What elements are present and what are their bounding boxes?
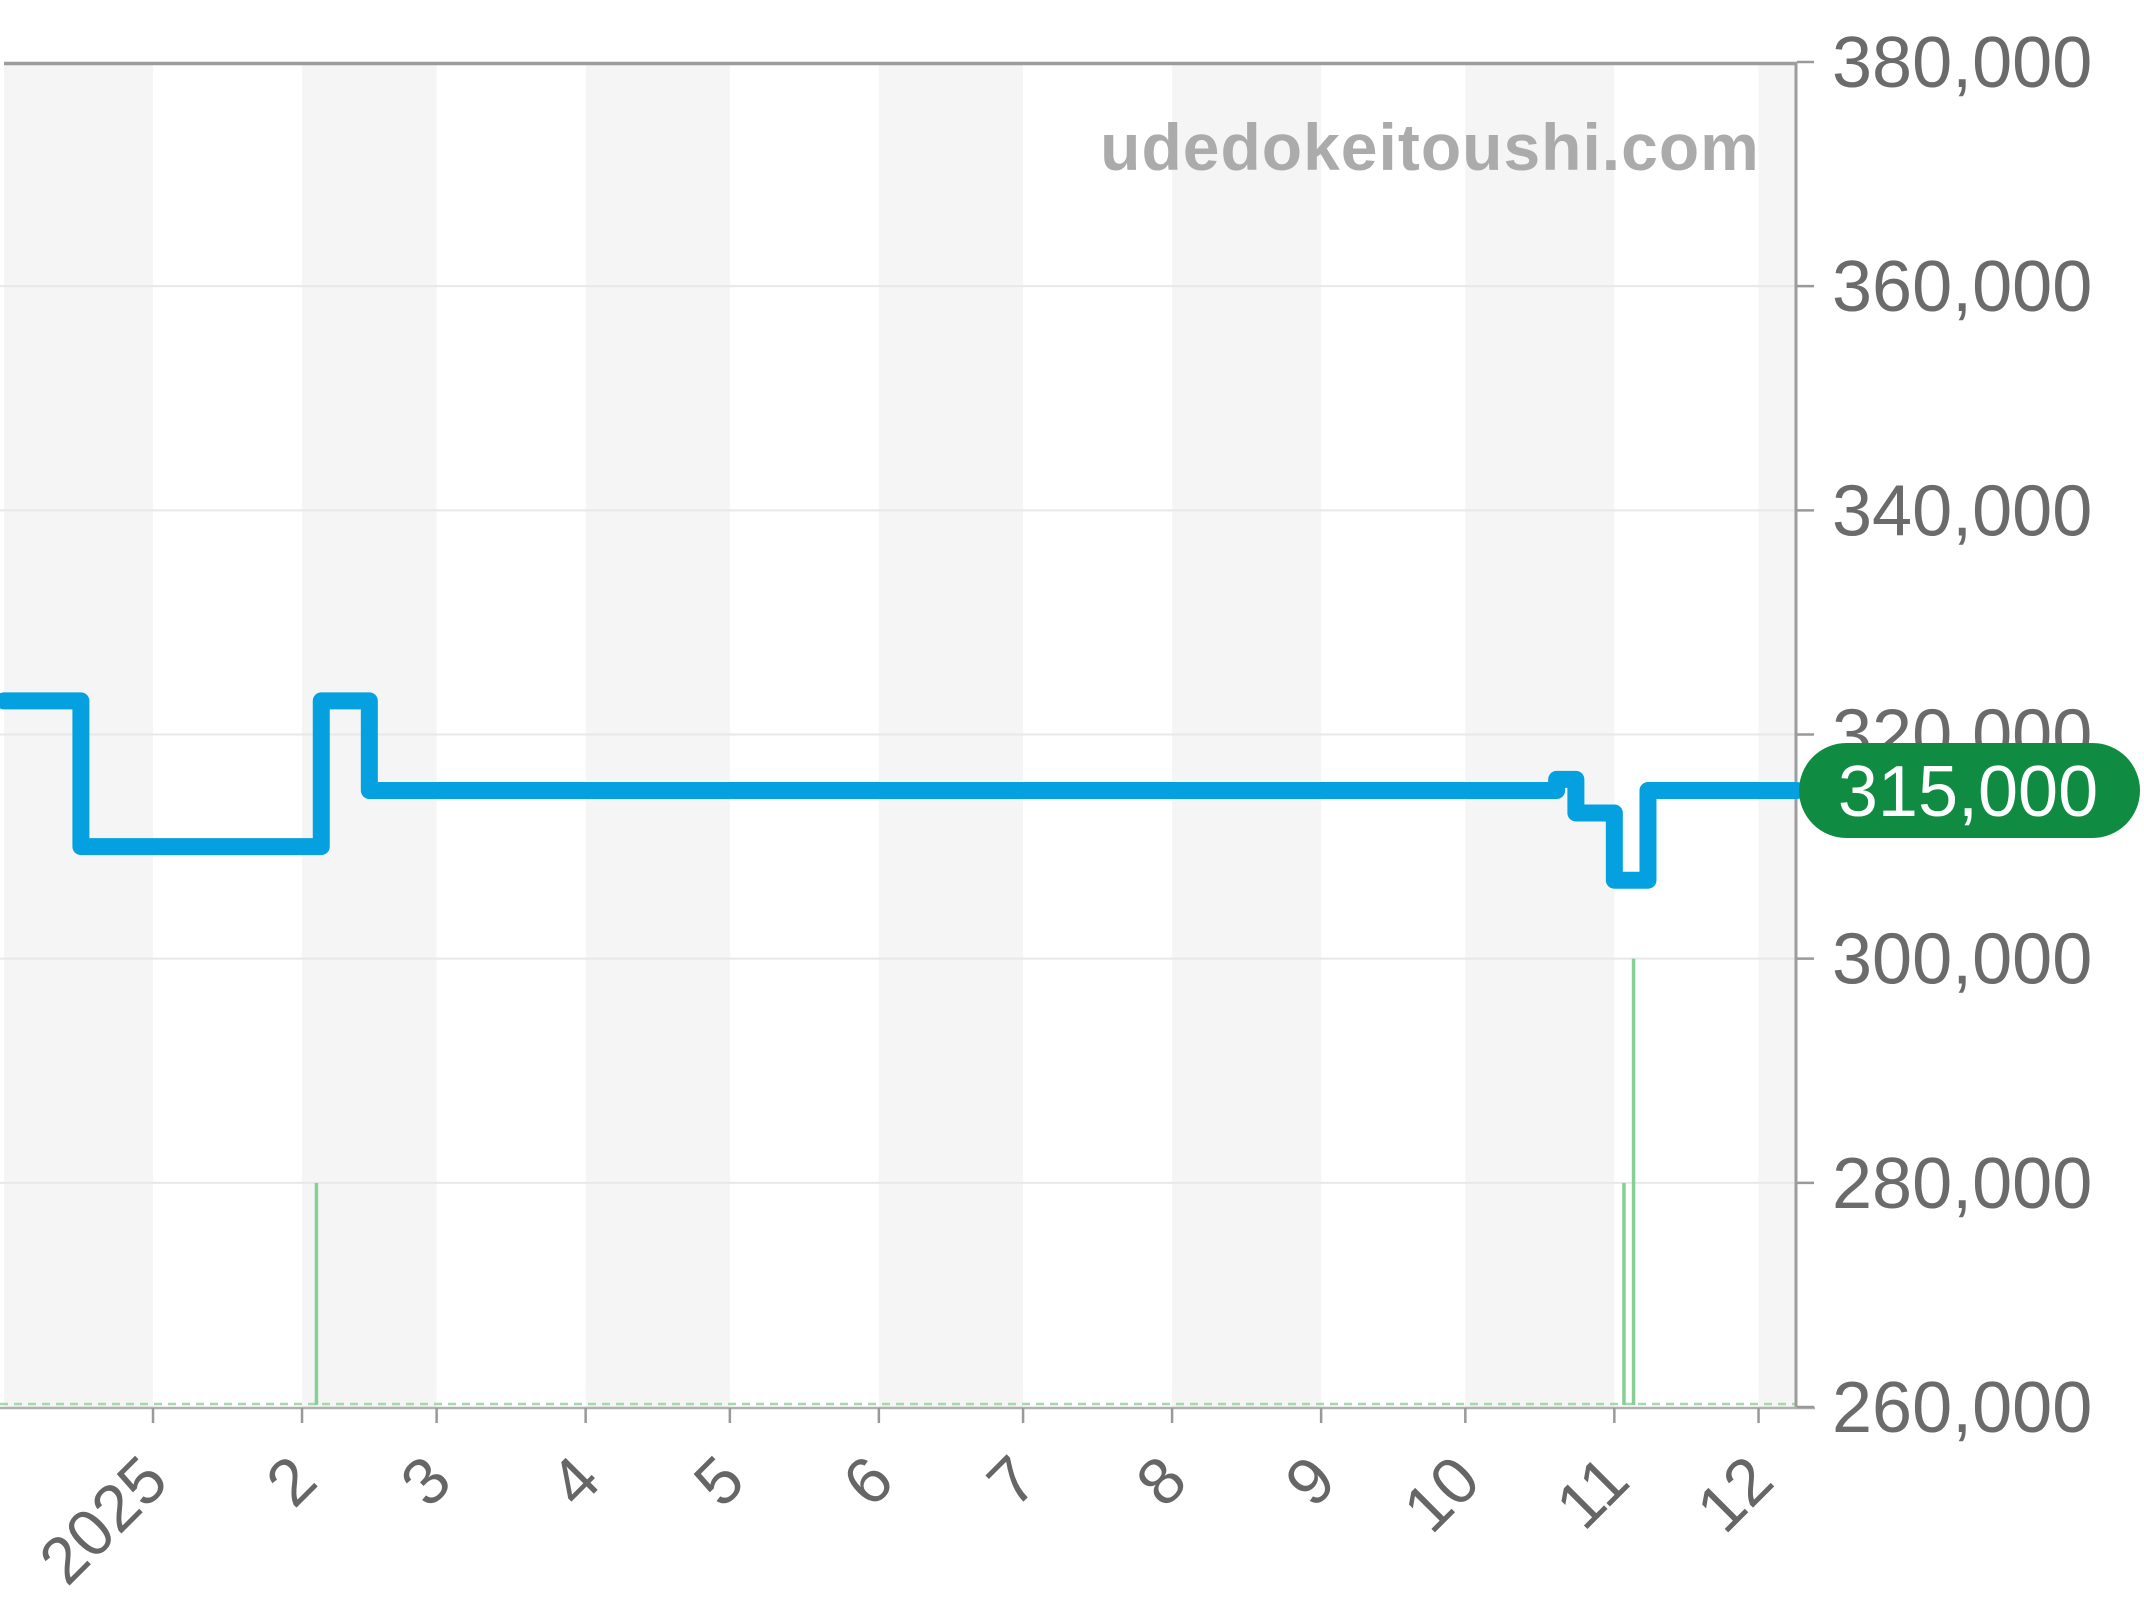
y-axis-labels: 380,000360,000340,000320,000300,000280,0… bbox=[1832, 23, 2092, 1448]
y-axis-label: 360,000 bbox=[1832, 247, 2092, 327]
y-axis-label: 280,000 bbox=[1832, 1144, 2092, 1224]
watermark: udedokeitoushi.com bbox=[1100, 110, 1760, 184]
y-axis-label: 300,000 bbox=[1832, 920, 2092, 1000]
y-gridlines bbox=[0, 285, 1797, 1184]
price-line bbox=[0, 692, 1806, 889]
y-axis-label: 340,000 bbox=[1832, 471, 2092, 551]
current-price-badge: 315,000 bbox=[1799, 743, 2140, 838]
badge-value: 315,000 bbox=[1838, 752, 2098, 832]
badge-pill bbox=[1799, 743, 2140, 838]
y-axis-label: 380,000 bbox=[1832, 23, 2092, 103]
axis-ticks bbox=[151, 60, 1814, 1423]
volume-bars bbox=[314, 958, 1636, 1405]
y-axis-label: 260,000 bbox=[1832, 1368, 2092, 1448]
